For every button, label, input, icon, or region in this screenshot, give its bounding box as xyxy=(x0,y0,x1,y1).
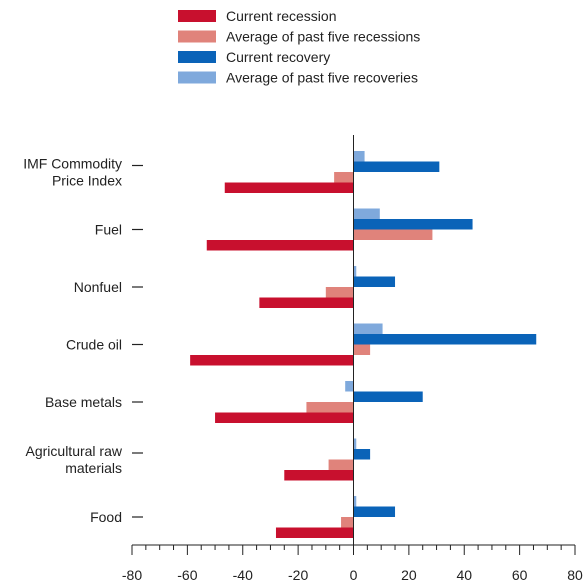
bar xyxy=(190,355,354,366)
bar xyxy=(325,287,354,298)
bar xyxy=(353,323,383,334)
category-label: materials xyxy=(65,460,122,476)
category-label: Nonfuel xyxy=(74,279,122,295)
category-label: Base metals xyxy=(45,394,122,410)
bar xyxy=(353,161,440,172)
bar xyxy=(224,182,354,193)
bar xyxy=(345,381,354,392)
category-label: Price Index xyxy=(52,173,122,189)
bar xyxy=(353,344,371,355)
x-tick-label: 60 xyxy=(512,567,528,583)
category-label: IMF Commodity xyxy=(23,156,122,172)
bar xyxy=(353,496,357,507)
bar xyxy=(341,517,354,528)
legend-swatch xyxy=(178,30,216,43)
bar xyxy=(353,229,433,240)
legend-label: Average of past five recessions xyxy=(226,29,420,45)
legend-label: Current recovery xyxy=(226,49,330,65)
x-tick-label: 40 xyxy=(456,567,472,583)
legend-swatch xyxy=(178,51,216,63)
bar xyxy=(353,266,357,277)
bar xyxy=(353,506,396,517)
x-tick-label: -80 xyxy=(122,567,142,583)
bar xyxy=(353,151,365,162)
legend: Current recession Average of past five re… xyxy=(178,8,420,86)
bar xyxy=(275,527,354,538)
x-tick-label: 0 xyxy=(350,567,358,583)
legend-swatch xyxy=(178,10,216,22)
legend-label: Current recession xyxy=(226,8,337,24)
x-tick-label: 20 xyxy=(401,567,417,583)
bar xyxy=(353,391,423,402)
x-tick-label: 80 xyxy=(567,567,583,583)
category-label: Food xyxy=(90,509,122,525)
category-label: Agricultural raw xyxy=(26,443,123,459)
bar xyxy=(353,208,380,219)
category-label: Fuel xyxy=(95,222,122,238)
bar xyxy=(284,470,354,481)
bar xyxy=(353,438,357,449)
x-tick-label: -40 xyxy=(233,567,253,583)
bar xyxy=(353,449,371,460)
bar xyxy=(259,297,354,308)
bar xyxy=(353,276,396,287)
bar xyxy=(353,219,473,230)
bar xyxy=(206,240,354,251)
x-tick-label: -60 xyxy=(177,567,197,583)
bar xyxy=(306,402,354,413)
axes: -80 -60 -40 -20 0 20 40 60 80 xyxy=(122,135,583,583)
legend-swatch xyxy=(178,71,216,84)
bar xyxy=(353,334,537,345)
x-tick-label: -20 xyxy=(288,567,308,583)
category-label: Crude oil xyxy=(66,337,122,353)
bar xyxy=(215,412,354,423)
bar xyxy=(328,459,354,470)
bar xyxy=(334,172,354,183)
legend-label: Average of past five recoveries xyxy=(226,70,418,86)
